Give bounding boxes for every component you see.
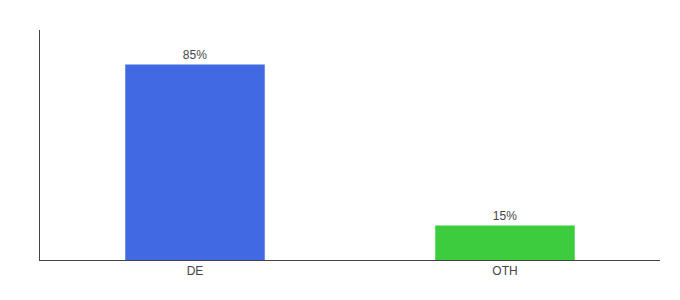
svg-text:15%: 15%: [493, 209, 517, 223]
svg-text:DE: DE: [187, 264, 204, 278]
svg-text:OTH: OTH: [492, 264, 517, 278]
svg-text:85%: 85%: [183, 48, 207, 62]
